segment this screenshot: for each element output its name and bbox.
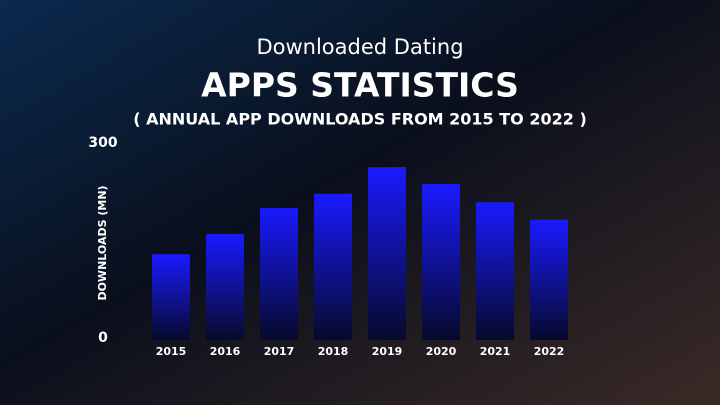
chart-subtitle: APPS STATISTICS [201,66,519,105]
bar [314,193,352,340]
x-tick-label: 2018 [318,345,349,358]
x-tick-label: 2020 [426,345,457,358]
chart-title: Downloaded Dating [256,35,463,59]
x-tick-label: 2015 [156,345,187,358]
bar [476,202,514,340]
bar [368,167,406,340]
x-tick-label: 2019 [372,345,403,358]
chart-caption: ( ANNUAL APP DOWNLOADS FROM 2015 TO 2022… [133,110,587,129]
x-tick-label: 2021 [480,345,511,358]
y-axis-label: DOWNLOADS (MN) [96,185,109,300]
bar [422,184,460,340]
y-tick-label: 0 [98,330,108,346]
x-tick-label: 2017 [264,345,295,358]
bar [206,234,244,340]
y-tick-label: 300 [88,135,117,151]
bar [260,208,298,340]
x-tick-label: 2016 [210,345,241,358]
x-tick-label: 2022 [534,345,565,358]
bar [152,254,190,340]
bar [530,219,568,340]
